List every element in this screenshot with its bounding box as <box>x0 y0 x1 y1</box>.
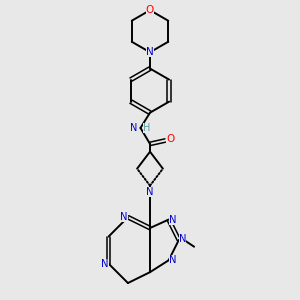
Text: O: O <box>166 134 174 144</box>
Text: N: N <box>120 212 128 222</box>
Text: N: N <box>146 187 154 197</box>
Text: N: N <box>130 123 138 133</box>
Text: N: N <box>101 259 109 269</box>
Text: O: O <box>146 5 154 15</box>
Text: H: H <box>143 123 151 133</box>
Text: N: N <box>169 255 176 265</box>
Text: N: N <box>169 214 176 225</box>
Text: N: N <box>179 234 186 244</box>
Text: N: N <box>146 47 154 57</box>
